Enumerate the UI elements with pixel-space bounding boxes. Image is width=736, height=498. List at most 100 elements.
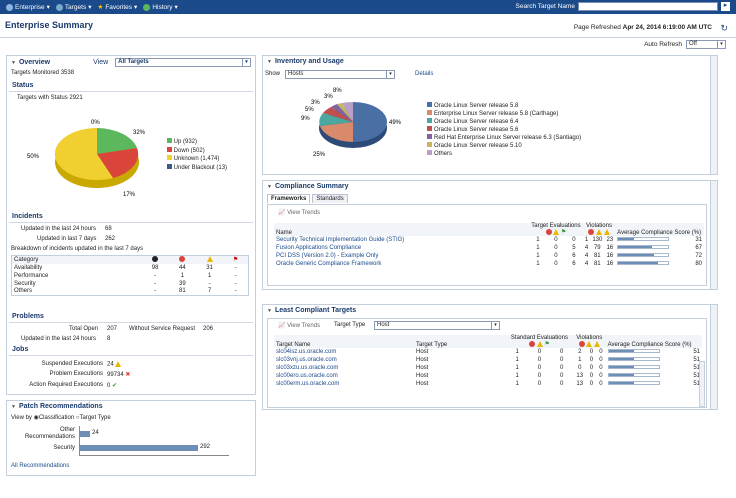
least-compliant-scrollbar[interactable]	[710, 305, 717, 409]
tab-standards[interactable]: Standards	[312, 194, 348, 203]
framework-name-link[interactable]: Oracle Generic Compliance Framework	[276, 260, 382, 267]
compliance-count[interactable]: 0	[560, 356, 564, 363]
incident-count[interactable]: 44	[179, 264, 186, 271]
target-row[interactable]: slc03vnj.us.oracle.com Host 1 0 0 1 0 0 51	[274, 356, 702, 364]
view-trends-button[interactable]: 📈 View Trends	[278, 323, 321, 329]
compliance-count[interactable]: 0	[589, 348, 594, 355]
history-menu[interactable]: History ▾	[143, 3, 178, 11]
compliance-count[interactable]: 0	[589, 372, 594, 379]
targets-menu[interactable]: Targets ▾	[55, 3, 91, 11]
compliance-count[interactable]: 16	[606, 252, 614, 259]
incident-count[interactable]: -	[154, 280, 157, 287]
incident-count[interactable]: -	[208, 280, 211, 287]
compliance-count[interactable]: 16	[606, 244, 614, 251]
compliance-count[interactable]: 1	[536, 252, 540, 259]
incidents-24h-value[interactable]: 68	[105, 226, 112, 232]
compliance-count[interactable]: 0	[560, 380, 564, 387]
total-open-value[interactable]: 207	[107, 326, 118, 332]
target-name-link[interactable]: slc03vnj.us.oracle.com	[276, 356, 337, 363]
all-recommendations-link[interactable]: All Recommendations	[11, 463, 70, 469]
compliance-count[interactable]: 0	[537, 356, 542, 363]
compliance-count[interactable]: 79	[593, 244, 601, 251]
inventory-scrollbar[interactable]	[710, 56, 717, 174]
compliance-count[interactable]: 1	[515, 364, 519, 371]
compliance-count[interactable]: 0	[589, 364, 594, 371]
compliance-count[interactable]: 0	[537, 364, 542, 371]
compliance-count[interactable]: 1	[578, 356, 582, 363]
incident-count[interactable]: -	[234, 280, 237, 287]
incidents-7d-value[interactable]: 262	[105, 236, 116, 242]
incident-count[interactable]: 98	[151, 264, 159, 271]
compliance-count[interactable]: 0	[599, 372, 603, 379]
action-req-value[interactable]: 0 ✔	[107, 383, 118, 389]
incident-count[interactable]: -	[154, 272, 157, 279]
compliance-count[interactable]: 81	[593, 252, 601, 259]
target-type-select[interactable]: Host ▾	[374, 321, 500, 330]
compliance-count[interactable]: 0	[572, 236, 576, 243]
target-name-link[interactable]: slc00ero.us.oracle.com	[276, 372, 338, 379]
compliance-count[interactable]: 0	[560, 364, 564, 371]
compliance-count[interactable]: 13	[576, 372, 584, 379]
auto-refresh-select[interactable]: Off ▾	[686, 40, 726, 49]
compliance-count[interactable]: 0	[537, 380, 542, 387]
framework-name-link[interactable]: Security Technical Implementation Guide …	[276, 236, 405, 243]
compliance-count[interactable]: 1	[515, 372, 519, 379]
suspended-value[interactable]: 24	[107, 361, 122, 368]
bar-other[interactable]	[80, 431, 90, 437]
compliance-count[interactable]: 0	[554, 236, 558, 243]
incident-count[interactable]: 81	[179, 288, 186, 295]
compliance-scrollbar[interactable]	[710, 181, 717, 289]
compliance-count[interactable]: 1	[515, 348, 519, 355]
compliance-count[interactable]: 1	[515, 380, 519, 387]
bar-security[interactable]	[80, 445, 198, 451]
refresh-icon[interactable]: ↻	[720, 23, 728, 33]
details-link[interactable]: Details	[415, 71, 434, 77]
compliance-count[interactable]: 0	[554, 244, 558, 251]
enterprise-menu[interactable]: Enterprise ▾	[6, 3, 50, 11]
target-name-link[interactable]: slc04isz.us.oracle.com	[276, 348, 337, 355]
compliance-count[interactable]: 6	[572, 260, 576, 267]
incident-count[interactable]: -	[234, 264, 237, 271]
compliance-count[interactable]: 0	[537, 348, 542, 355]
framework-row[interactable]: Oracle Generic Compliance Framework 1 0 6 4 8…	[274, 260, 704, 268]
incident-count[interactable]: 1	[207, 272, 212, 279]
framework-name-link[interactable]: PCI DSS (Version 2.0) - Example Only	[276, 252, 379, 259]
compliance-count[interactable]: 0	[599, 356, 603, 363]
compliance-count[interactable]: 1	[536, 244, 540, 251]
least-table-scrollbar[interactable]	[699, 361, 705, 407]
incident-count[interactable]: -	[234, 272, 237, 279]
target-name-link[interactable]: slc03xzu.us.oracle.com	[276, 364, 339, 371]
show-select[interactable]: Hosts ▾	[285, 70, 395, 79]
search-go-button[interactable]: ▸	[721, 2, 730, 11]
compliance-count[interactable]: 130	[592, 236, 603, 243]
incident-count[interactable]: 39	[179, 280, 186, 287]
compliance-count[interactable]: 5	[572, 244, 576, 251]
view-trends-button[interactable]: 📈 View Trends	[278, 210, 321, 216]
compliance-count[interactable]: 81	[593, 260, 601, 267]
problem-exec-value[interactable]: 99734 ✖	[107, 372, 131, 378]
incident-count[interactable]: 7	[207, 288, 212, 295]
compliance-count[interactable]: 0	[599, 348, 603, 355]
compliance-count[interactable]: 4	[584, 252, 589, 259]
target-row[interactable]: slc04isz.us.oracle.com Host 1 0 0 2 0 0 51	[274, 348, 702, 356]
compliance-count[interactable]: 0	[537, 372, 542, 379]
compliance-count[interactable]: 0	[589, 356, 594, 363]
compliance-count[interactable]: 13	[576, 380, 584, 387]
compliance-count[interactable]: 0	[560, 348, 564, 355]
compliance-count[interactable]: 1	[584, 236, 589, 243]
problems-24h-value[interactable]: 8	[107, 336, 111, 342]
compliance-count[interactable]: 0	[589, 380, 594, 387]
compliance-count[interactable]: 4	[584, 260, 589, 267]
compliance-count[interactable]: 6	[572, 252, 576, 259]
view-select[interactable]: All Targets ▾	[115, 58, 251, 67]
incident-count[interactable]: 1	[180, 272, 185, 279]
framework-row[interactable]: Fusion Applications Compliance 1 0 5 4 79 16 67	[274, 244, 704, 252]
incident-count[interactable]: 31	[206, 264, 213, 271]
tab-frameworks[interactable]: Frameworks	[267, 194, 311, 203]
framework-name-link[interactable]: Fusion Applications Compliance	[276, 244, 362, 251]
target-row[interactable]: slc00ero.us.oracle.com Host 1 0 0 13 0 0 51	[274, 372, 702, 380]
target-row[interactable]: slc03xzu.us.oracle.com Host 1 0 0 0 0 0 51	[274, 364, 702, 372]
compliance-count[interactable]: 1	[515, 356, 519, 363]
compliance-count[interactable]: 16	[606, 260, 614, 267]
incident-count[interactable]: -	[234, 288, 237, 295]
